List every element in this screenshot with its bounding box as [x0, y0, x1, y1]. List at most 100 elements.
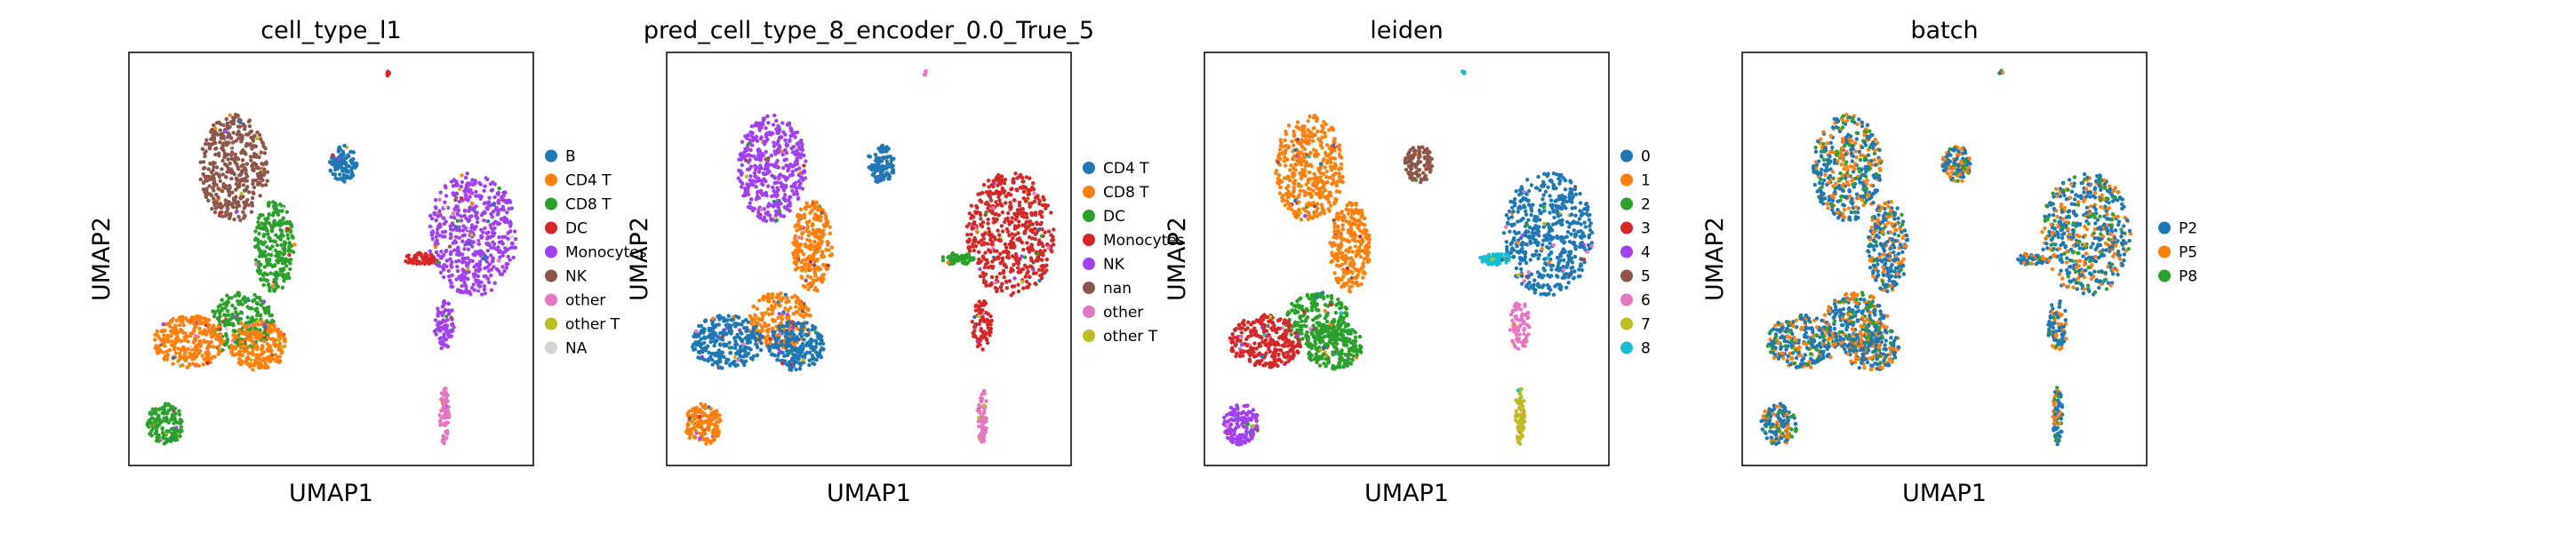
scatter-point [973, 211, 979, 216]
scatter-point [739, 169, 743, 173]
scatter-point [974, 303, 979, 307]
scatter-point [159, 329, 164, 334]
scatter-point [443, 416, 447, 420]
scatter-point [206, 167, 211, 171]
scatter-point [812, 263, 817, 267]
scatter-point [287, 241, 292, 245]
scatter-point [229, 350, 234, 354]
scatter-point [168, 329, 173, 334]
scatter-point [698, 431, 702, 436]
scatter-point [788, 163, 793, 168]
scatter-point [263, 146, 268, 151]
scatter-point [508, 224, 513, 228]
scatter-point [230, 315, 236, 320]
plot-frame [128, 52, 534, 466]
scatter-point [489, 288, 494, 292]
scatter-point [497, 235, 501, 240]
scatter-point [990, 211, 995, 216]
scatter-point [454, 191, 460, 196]
scatter-point [262, 265, 267, 269]
scatter-point [1322, 119, 1326, 124]
scatter-point [452, 178, 456, 182]
scatter-point [214, 183, 219, 187]
scatter-point [182, 346, 187, 351]
scatter-point [334, 161, 339, 166]
scatter-point [272, 289, 276, 293]
scatter-point [505, 211, 509, 215]
scatter-point [509, 235, 515, 239]
scatter-point [278, 237, 284, 242]
scatter-point [1026, 285, 1030, 290]
scatter-point [996, 183, 1000, 187]
scatter-point [459, 219, 464, 223]
legend-label: NK [1103, 256, 1125, 274]
scatter-point [1006, 211, 1011, 216]
scatter-point [274, 203, 279, 208]
scatter-point [269, 252, 274, 258]
scatter-point [254, 262, 259, 266]
scatter-point [987, 330, 991, 335]
scatter-point [450, 273, 454, 277]
scatter-point [696, 349, 701, 354]
scatter-point [194, 333, 198, 338]
scatter-point [236, 178, 241, 182]
scatter-point [174, 318, 180, 323]
scatter-point [229, 143, 234, 148]
scatter-point [234, 210, 239, 214]
legend-marker [545, 197, 557, 211]
scatter-point [743, 187, 748, 191]
scatter-point [437, 233, 442, 238]
scatter-point [236, 203, 240, 207]
scatter-point [1016, 270, 1020, 274]
x-axis-label: UMAP1 [289, 480, 373, 507]
scatter-point [182, 335, 187, 339]
scatter-point [341, 172, 347, 178]
scatter-point [272, 343, 277, 347]
scatter-point [243, 299, 248, 304]
scatter-point [1012, 284, 1017, 289]
scatter-point [475, 211, 479, 215]
scatter-point [221, 134, 226, 139]
scatter-point [270, 213, 276, 218]
scatter-point [272, 323, 276, 328]
scatter-point [1004, 279, 1009, 284]
scatter-point [217, 347, 221, 353]
scatter-point [754, 137, 758, 141]
scatter-point [982, 418, 987, 423]
scatter-point [471, 252, 476, 257]
scatter-point [437, 413, 442, 418]
scatter-point [237, 117, 242, 122]
scatter-point [181, 322, 186, 328]
scatter-point [726, 314, 731, 318]
scatter-point [229, 153, 234, 157]
scatter-point [470, 244, 475, 249]
scatter-point [997, 271, 1003, 276]
scatter-point [979, 217, 983, 221]
x-axis-label: UMAP1 [827, 480, 911, 507]
umap-panel-2: pred_cell_type_8_encoder_0.0_True_5UMAP1… [626, 17, 1185, 507]
scatter-point [451, 211, 456, 216]
scatter-point [995, 217, 999, 221]
scatter-point [171, 316, 175, 321]
scatter-point [788, 332, 792, 337]
scatter-point [720, 350, 725, 354]
scatter-point [798, 227, 803, 231]
scatter-point [485, 219, 491, 224]
scatter-point [1002, 181, 1007, 186]
scatter-point [748, 174, 753, 179]
scatter-point [228, 113, 232, 117]
scatter-point [776, 336, 781, 340]
scatter-point [474, 189, 478, 195]
scatter-point [162, 416, 166, 420]
scatter-point [446, 410, 451, 414]
scatter-point [806, 287, 811, 291]
scatter-point [218, 211, 222, 215]
scatter-point [733, 351, 739, 356]
scatter-point [979, 222, 983, 227]
scatter-point [266, 232, 270, 236]
scatter-point [156, 439, 161, 443]
scatter-point [440, 439, 444, 443]
scatter-point [818, 276, 822, 281]
scatter-point [775, 141, 780, 147]
scatter-point [1046, 229, 1052, 234]
